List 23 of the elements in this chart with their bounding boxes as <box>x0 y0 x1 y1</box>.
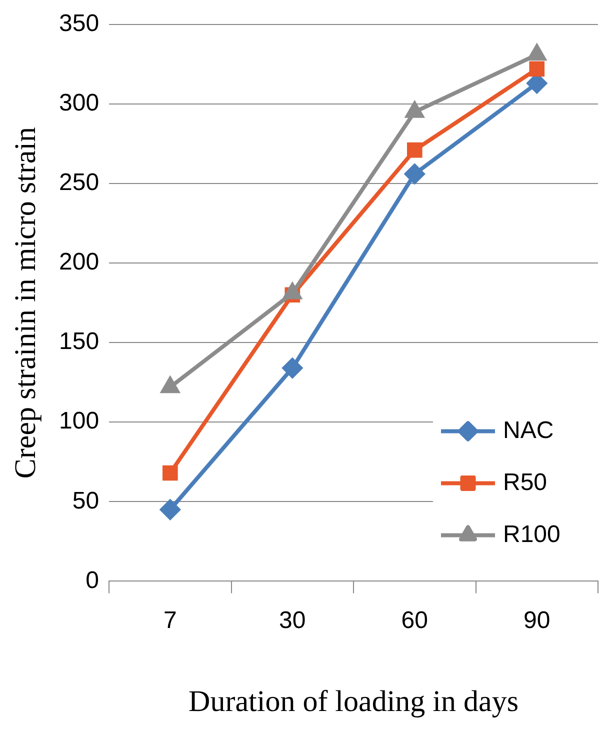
point <box>282 358 302 378</box>
x-tick-label: 90 <box>524 607 550 634</box>
y-axis-title: Creep strainin in micro strain <box>8 127 42 479</box>
point <box>406 142 422 158</box>
y-tick-label: 0 <box>86 566 100 594</box>
y-tick-label: 350 <box>58 10 100 38</box>
x-axis-title: Duration of loading in days <box>188 684 518 718</box>
point <box>160 500 180 520</box>
y-tick-label: 100 <box>58 408 100 435</box>
point <box>404 164 425 184</box>
y-tick-label: 250 <box>58 169 100 196</box>
legend-label: R50 <box>503 468 548 496</box>
point <box>529 61 545 77</box>
x-tick-label: 30 <box>279 607 306 634</box>
x-tick-label: 60 <box>401 607 428 634</box>
point <box>162 465 178 481</box>
y-tick-label: 50 <box>72 487 100 514</box>
y-tick-label: 150 <box>58 328 100 356</box>
y-tick-label: 300 <box>58 90 100 117</box>
y-tick-label: 200 <box>58 248 100 276</box>
x-tick-label: 7 <box>163 607 177 634</box>
legend-label: NAC <box>503 416 554 444</box>
legend-label: R100 <box>503 520 560 548</box>
